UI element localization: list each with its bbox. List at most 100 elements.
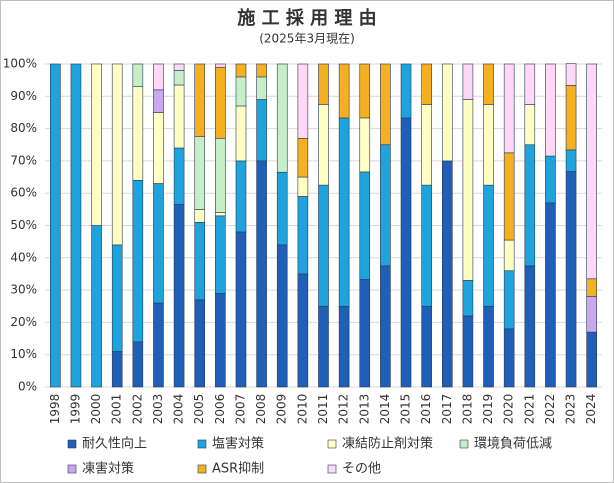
bar-segment	[441, 63, 453, 162]
bar-segment	[235, 63, 247, 78]
x-tick-label: 2005	[192, 394, 206, 425]
bar-segment	[318, 104, 329, 186]
bar-segment	[297, 176, 309, 197]
bar-segment	[503, 270, 515, 330]
x-tick-label: 2009	[275, 394, 289, 425]
bar-segment	[503, 152, 515, 241]
bar-segment	[173, 63, 185, 71]
bar-segment	[421, 305, 432, 388]
bar-segment	[153, 89, 164, 113]
bar-segment	[586, 278, 597, 297]
bar-segment	[318, 184, 329, 307]
bar-segment	[524, 265, 536, 388]
x-tick-label: 2017	[440, 394, 454, 425]
legend-label: 凍結防止剤対策	[342, 436, 433, 452]
x-tick-label: 2020	[502, 394, 516, 425]
bar-segment	[173, 84, 185, 149]
bar-segment	[256, 160, 267, 388]
bar-segment	[359, 63, 371, 119]
bar-segment	[524, 104, 536, 146]
legend-swatch	[67, 464, 77, 474]
x-tick-label: 2013	[357, 394, 371, 425]
y-tick-label: 20%	[10, 315, 37, 329]
legend-label: 塩害対策	[212, 436, 264, 452]
bar-segment	[235, 76, 247, 107]
x-tick-label: 2014	[378, 394, 392, 425]
bar-segment	[50, 63, 61, 388]
bar-segment	[441, 160, 453, 388]
bar-segment	[194, 221, 206, 301]
bar-segment	[359, 171, 371, 280]
bar-segment	[586, 63, 597, 280]
bar-segment	[256, 63, 267, 78]
bar-segment	[565, 171, 577, 388]
legend-label: 耐久性向上	[82, 436, 147, 452]
chart-title: 施 工 採 用 理 由	[237, 7, 376, 29]
bar-segment	[338, 63, 350, 119]
x-tick-label: 2016	[419, 394, 433, 425]
bar-segment	[153, 63, 164, 91]
bar-segment	[256, 76, 267, 100]
x-tick-label: 2015	[399, 394, 413, 425]
y-tick-label: 0%	[18, 380, 37, 394]
bar-segment	[132, 63, 144, 87]
x-tick-label: 2002	[130, 394, 144, 425]
bar-segment	[421, 104, 432, 186]
bar-segment	[359, 279, 371, 388]
legend-swatch	[327, 464, 337, 474]
bar-segment	[215, 63, 226, 68]
bar-segment	[483, 63, 494, 105]
bar-segment	[297, 63, 309, 139]
legend-swatch	[327, 439, 337, 449]
bar-segment	[215, 137, 226, 213]
y-tick-label: 50%	[10, 218, 37, 232]
y-tick-label: 30%	[10, 283, 37, 297]
bar-segment	[483, 305, 494, 388]
bar-segment	[462, 99, 474, 281]
bar-segment	[132, 86, 144, 181]
x-tick-label: 2012	[337, 394, 351, 425]
x-tick-label: 2010	[295, 394, 309, 425]
x-tick-label: 2021	[522, 394, 536, 425]
x-tick-label: 1998	[48, 394, 62, 425]
bar-segment	[111, 351, 123, 388]
bar-segment	[235, 105, 247, 162]
bar-segment	[235, 160, 247, 233]
bar-segment	[173, 147, 185, 205]
bar-segment	[503, 328, 515, 388]
bar-segment	[338, 305, 350, 388]
bar-segment	[215, 215, 226, 294]
x-tick-label: 2024	[584, 394, 598, 425]
bar-segment	[586, 296, 597, 333]
bar-segment	[503, 63, 515, 154]
bar-segment	[297, 137, 309, 178]
chart-subtitle: (2025年3月現在)	[259, 32, 355, 46]
bar-segment	[132, 179, 144, 343]
bar-segment	[318, 63, 329, 105]
x-tick-label: 2006	[213, 394, 227, 425]
bar-segment	[565, 63, 577, 86]
bar-segment	[153, 302, 164, 388]
y-tick-label: 70%	[10, 153, 37, 167]
bar-segment	[380, 144, 391, 267]
bar-segment	[153, 183, 164, 304]
bar-segment	[111, 63, 123, 246]
x-tick-label: 2004	[172, 394, 186, 425]
y-tick-label: 60%	[10, 186, 37, 200]
bar-segment	[462, 315, 474, 388]
bar-segment	[524, 63, 536, 105]
legend-label: ASR抑制	[212, 462, 264, 477]
bar-segment	[565, 149, 577, 172]
x-tick-label: 1999	[68, 394, 82, 425]
bar-segment	[194, 136, 206, 210]
bar-segment	[400, 63, 412, 119]
bar-segment	[276, 171, 288, 246]
bar-segment	[483, 104, 494, 186]
bar-segment	[297, 196, 309, 275]
bar-segment	[111, 244, 123, 352]
bar-segment	[338, 117, 350, 307]
x-tick-label: 2023	[564, 394, 578, 425]
legend-label: 凍害対策	[82, 461, 134, 477]
x-tick-label: 2008	[254, 394, 268, 425]
